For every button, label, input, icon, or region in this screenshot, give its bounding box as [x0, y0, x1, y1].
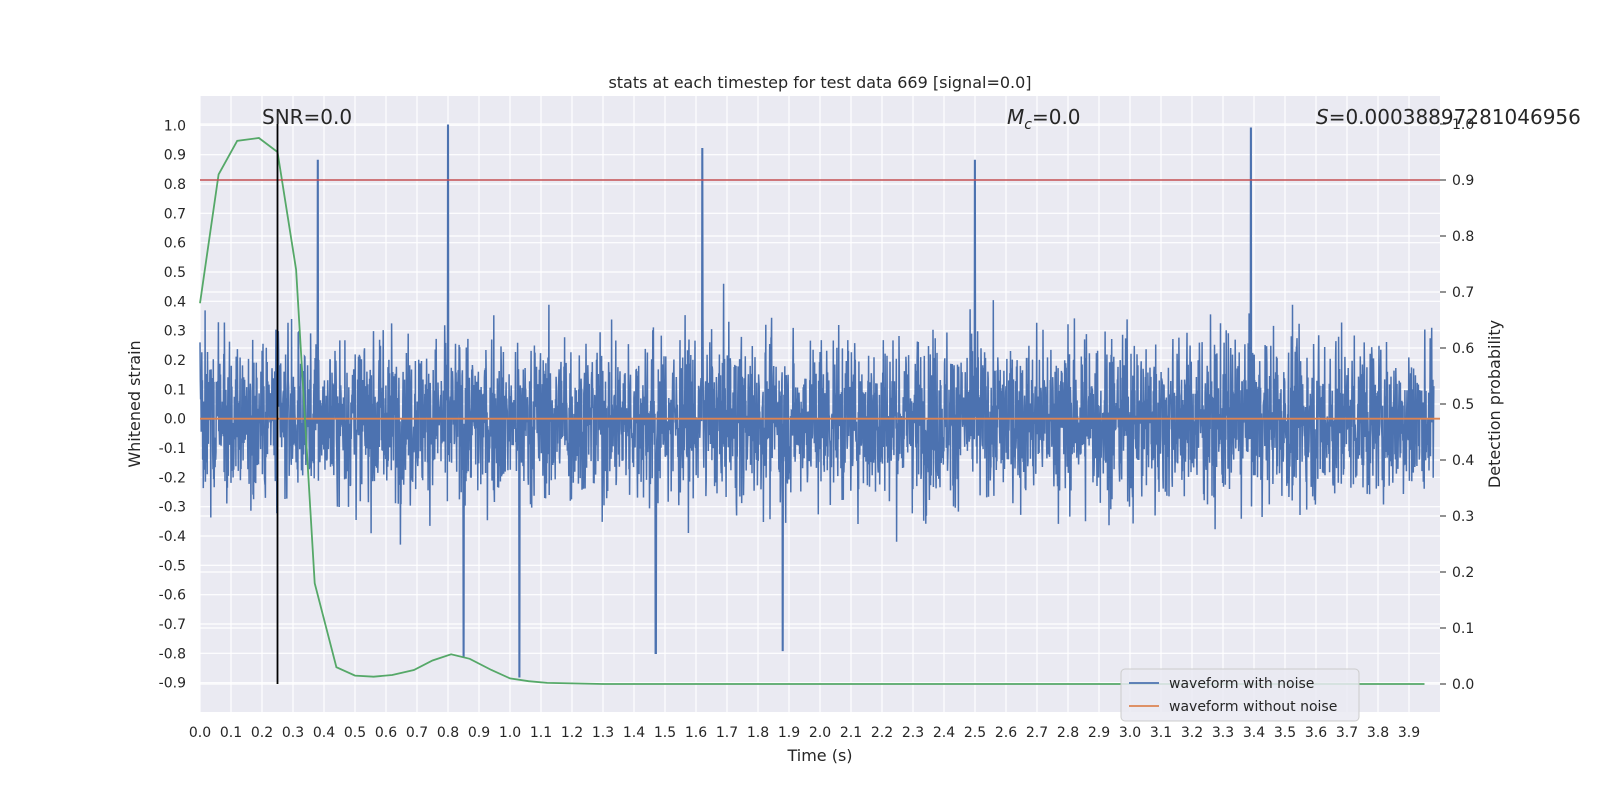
x-tick-label: 0.0: [189, 725, 211, 741]
series-layer: [199, 124, 1440, 685]
x-tick-label: 0.1: [220, 725, 242, 741]
x-tick-label: 0.2: [251, 725, 273, 741]
x-tick-label: 1.0: [499, 725, 521, 741]
y-tick-label: 0.4: [164, 294, 186, 310]
y2-tick-label: 0.5: [1452, 397, 1474, 413]
y2-axis-label: Detection probability: [1485, 320, 1504, 488]
x-tick-label: 0.5: [344, 725, 366, 741]
x-tick-label: 3.6: [1305, 725, 1327, 741]
y-tick-label: 0.7: [164, 206, 186, 222]
x-tick-label: 3.5: [1274, 725, 1296, 741]
x-tick-label: 3.9: [1398, 725, 1420, 741]
x-tick-label: 1.4: [623, 725, 645, 741]
y-tick-label: 0.0: [164, 412, 186, 428]
y2-tick-labels: 1.0 0.9 0.8 0.7 0.6 0.5 0.4 0.3 0.2 0.1 0.0: [1440, 117, 1474, 693]
y2-tick-label: 0.4: [1452, 453, 1474, 469]
x-tick-label: 1.5: [654, 725, 676, 741]
series-waveform-with-noise: [199, 124, 1435, 678]
y-tick-label: -0.9: [159, 676, 186, 692]
s-symbol: S: [1316, 105, 1329, 129]
y-tick-label: -0.4: [159, 529, 186, 545]
mc-value: =0.0: [1032, 105, 1081, 129]
x-tick-label: 3.2: [1181, 725, 1203, 741]
x-tick-label: 3.0: [1119, 725, 1141, 741]
y2-tick-label: 0.8: [1452, 229, 1474, 245]
y-tick-label: 0.2: [164, 353, 186, 369]
legend-label-with-noise: waveform with noise: [1169, 676, 1314, 692]
mc-subscript: c: [1024, 117, 1032, 133]
x-tick-label: 1.6: [685, 725, 707, 741]
series-detection-probability: [199, 137, 1425, 685]
y2-tick-label: 0.0: [1452, 677, 1474, 693]
y2-tick-label: 0.6: [1452, 341, 1474, 357]
legend: waveform with noise waveform without noi…: [1120, 668, 1360, 722]
x-tick-label: 3.4: [1243, 725, 1265, 741]
y-tick-label: -0.5: [159, 558, 186, 574]
x-tick-labels: 0.0 0.1 0.2 0.3 0.4 0.5 0.6 0.7 0.8 0.9 1.0 1.1 1.2 1…: [189, 725, 1420, 741]
x-tick-label: 0.8: [437, 725, 459, 741]
x-tick-label: 1.9: [778, 725, 800, 741]
x-tick-label: 2.3: [902, 725, 924, 741]
x-tick-label: 2.4: [933, 725, 955, 741]
y-tick-label: 0.6: [164, 236, 186, 252]
x-tick-label: 1.3: [592, 725, 614, 741]
y2-tick-label: 0.1: [1452, 621, 1474, 637]
x-tick-label: 3.1: [1150, 725, 1172, 741]
y2-tick-label: 0.3: [1452, 509, 1474, 525]
y-tick-label: -0.6: [159, 588, 186, 604]
x-axis-label: Time (s): [786, 746, 852, 765]
x-tick-label: 0.7: [406, 725, 428, 741]
y-tick-labels: 1.0 0.9 0.8 0.7 0.6 0.5 0.4 0.3 0.2 0.1 0.0 -0.1 -0.…: [159, 118, 186, 691]
chart-title: stats at each timestep for test data 669…: [608, 73, 1031, 92]
x-tick-label: 3.3: [1212, 725, 1234, 741]
y-tick-label: 0.5: [164, 265, 186, 281]
y-tick-label: -0.3: [159, 500, 186, 516]
chirp-mass-annotation: Mc=0.0: [1007, 105, 1081, 133]
x-tick-label: 2.0: [809, 725, 831, 741]
y-tick-label: 0.1: [164, 382, 186, 398]
x-tick-label: 0.6: [375, 725, 397, 741]
y-tick-label: 0.9: [164, 148, 186, 164]
x-tick-label: 2.6: [995, 725, 1017, 741]
y-tick-label: -0.2: [159, 470, 186, 486]
x-tick-label: 0.9: [468, 725, 490, 741]
legend-box: [1120, 668, 1360, 722]
x-tick-label: 2.8: [1057, 725, 1079, 741]
y-tick-label: -0.7: [159, 617, 186, 633]
x-tick-label: 2.1: [840, 725, 862, 741]
x-tick-label: 3.7: [1336, 725, 1358, 741]
y-tick-label: 0.8: [164, 177, 186, 193]
y-axis-label: Whitened strain: [125, 340, 144, 467]
s-value: =0.00038897281046956: [1329, 105, 1581, 129]
x-tick-label: 2.2: [871, 725, 893, 741]
x-tick-label: 0.4: [313, 725, 335, 741]
mc-symbol: M: [1007, 105, 1024, 129]
x-tick-label: 2.9: [1088, 725, 1110, 741]
y-tick-label: 0.3: [164, 324, 186, 340]
s-annotation: S=0.00038897281046956: [1316, 105, 1581, 129]
snr-annotation: SNR=0.0: [262, 105, 352, 129]
y-tick-label: 1.0: [164, 118, 186, 134]
y2-tick-label: 0.9: [1452, 173, 1474, 189]
y2-tick-label: 0.2: [1452, 565, 1474, 581]
x-tick-label: 1.8: [747, 725, 769, 741]
x-tick-label: 1.1: [530, 725, 552, 741]
x-tick-label: 2.5: [964, 725, 986, 741]
y-tick-label: -0.8: [159, 646, 186, 662]
y2-tick-label: 1.0: [1452, 117, 1474, 133]
x-tick-label: 2.7: [1026, 725, 1048, 741]
x-tick-label: 1.7: [716, 725, 738, 741]
x-tick-label: 0.3: [282, 725, 304, 741]
legend-label-without-noise: waveform without noise: [1169, 699, 1337, 715]
y2-tick-label: 0.7: [1452, 285, 1474, 301]
x-tick-label: 3.8: [1367, 725, 1389, 741]
y-tick-label: -0.1: [159, 441, 186, 457]
x-tick-label: 1.2: [561, 725, 583, 741]
